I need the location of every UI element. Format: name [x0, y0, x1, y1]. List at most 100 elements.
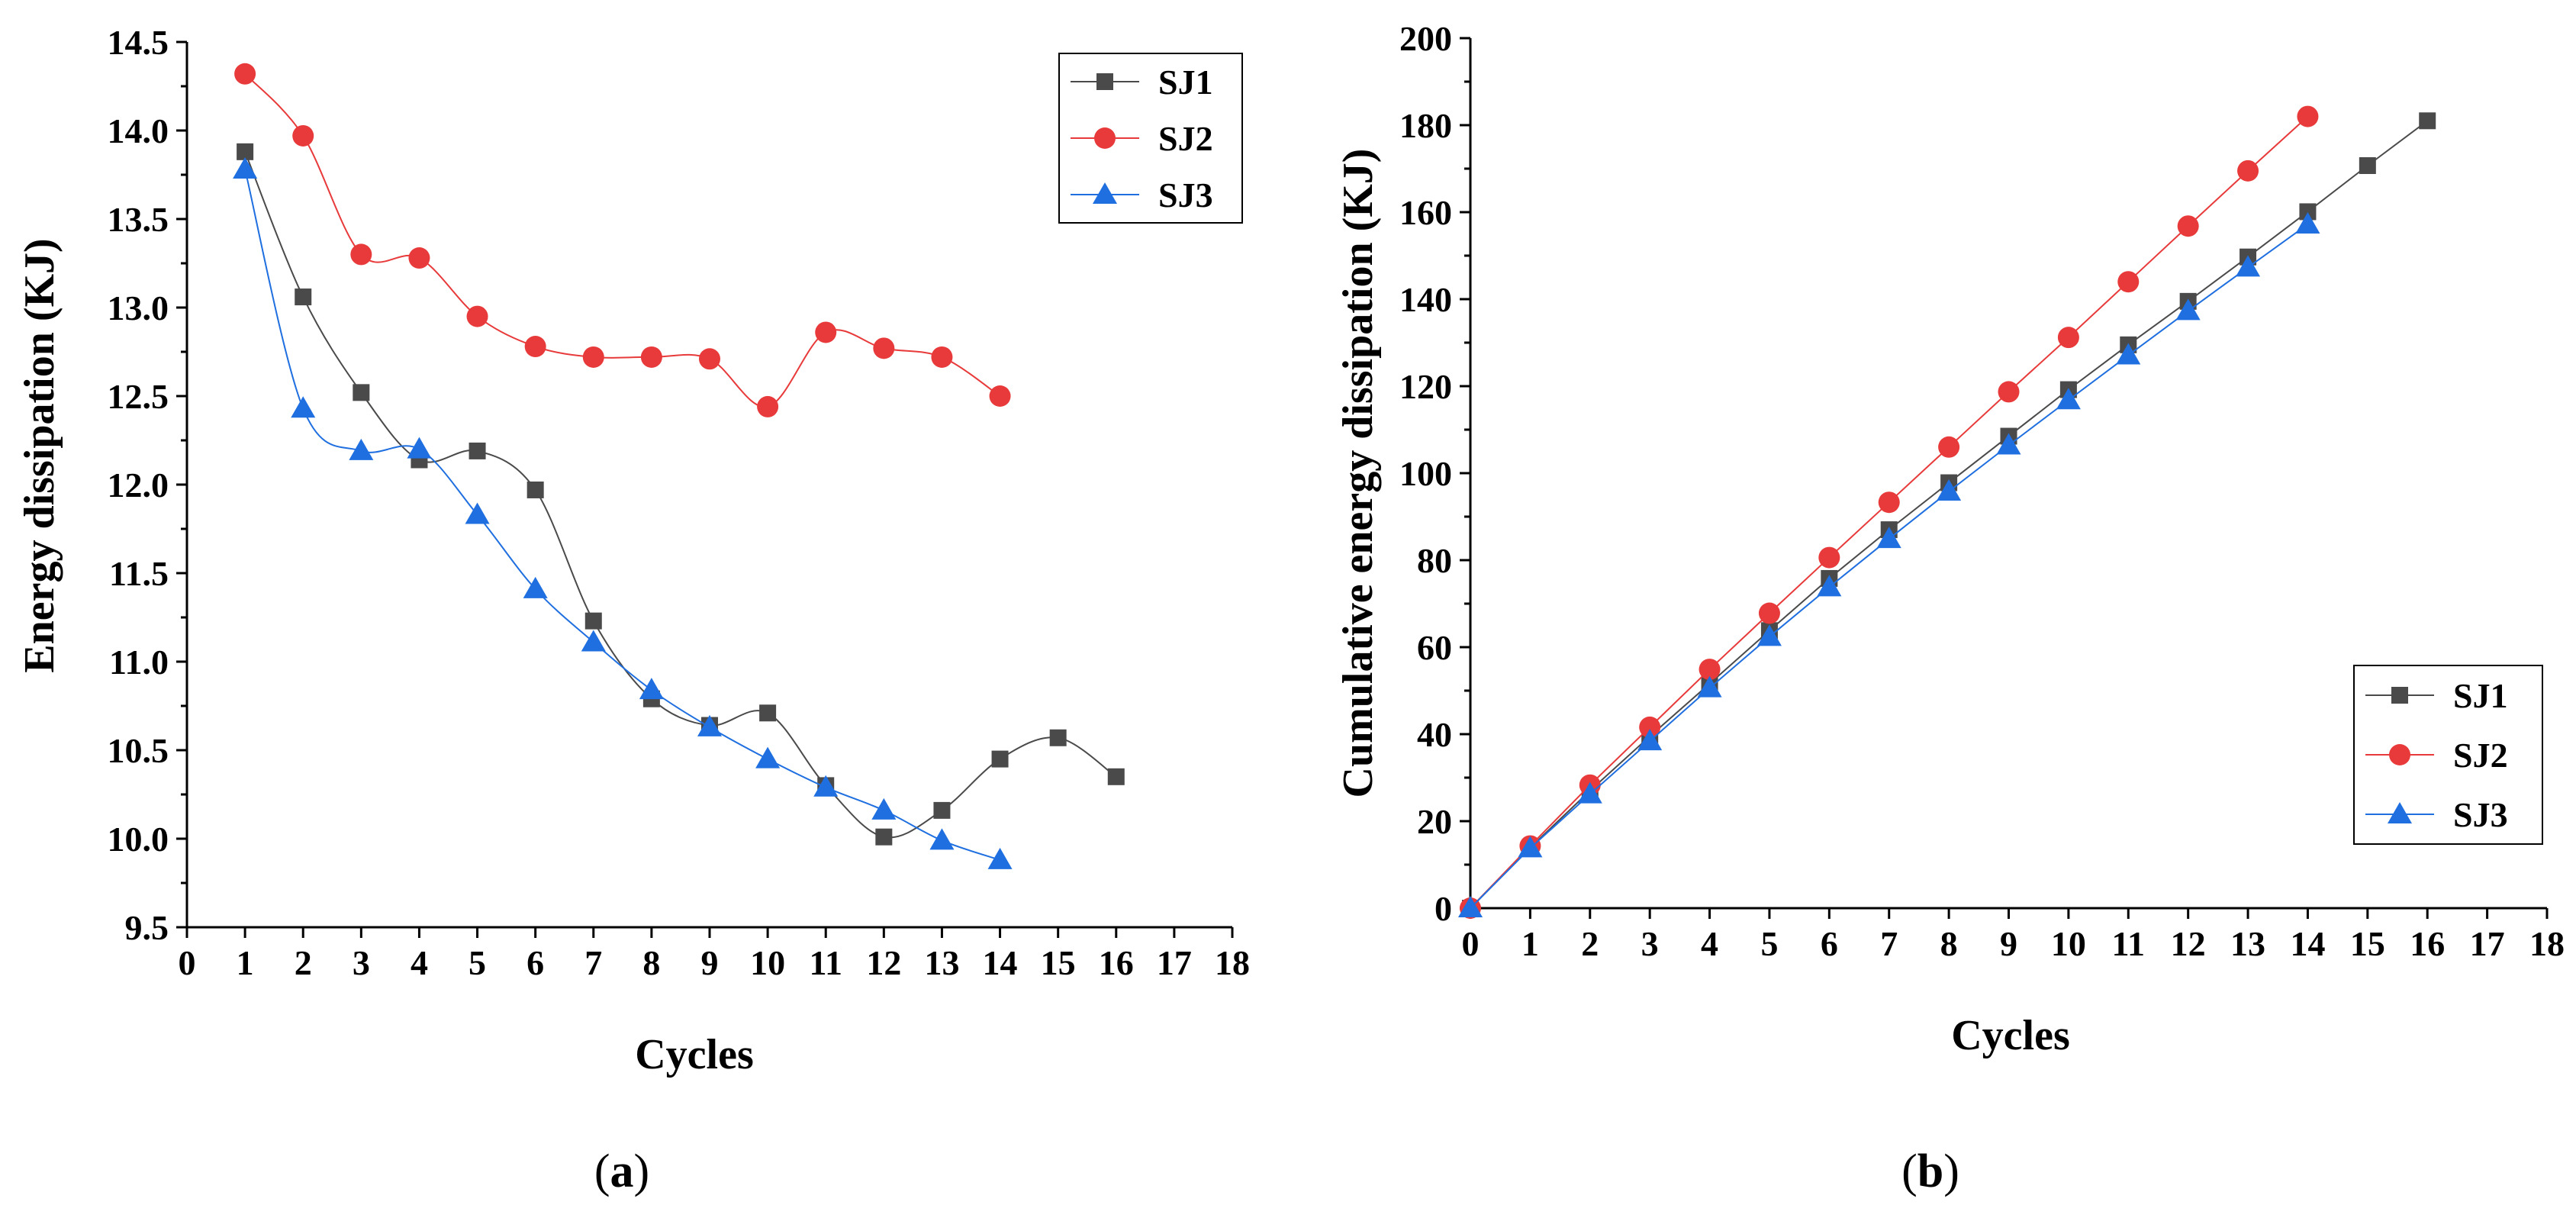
data-point-a-sj2	[524, 336, 546, 358]
chart-a-y-tick-label: 14.5	[108, 23, 169, 62]
chart-a-x-tick-label: 11	[809, 943, 842, 982]
chart-a-x-tick-label: 6	[526, 943, 544, 982]
chart-b-y-tick-label: 140	[1399, 280, 1452, 319]
chart-a-series-group	[233, 63, 1125, 869]
chart-a-y-tick-label: 14.0	[108, 111, 169, 150]
data-point-a-sj3	[523, 576, 548, 598]
legend-marker-b-sj1	[2391, 687, 2408, 704]
chart-b-series-group	[1458, 105, 2436, 919]
data-point-b-sj3	[1996, 433, 2021, 455]
legend-label-a-sj3: SJ3	[1158, 176, 1213, 214]
data-point-a-sj2	[699, 348, 720, 370]
data-point-b-sj3	[1876, 527, 1901, 549]
chart-b-x-tick-label: 15	[2350, 924, 2385, 963]
data-point-b-sj2	[2177, 215, 2199, 237]
data-point-b-sj3	[2236, 255, 2261, 277]
data-point-a-sj2	[234, 63, 256, 85]
chart-a-x-tick-label: 15	[1041, 943, 1076, 982]
chart-b-axes: 0 1 2 3 4 5 6 7 8 9 10 11 12 13 14 15 16 17 18020406080100…	[1399, 19, 2565, 963]
chart-a-x-tick-label: 16	[1099, 943, 1134, 982]
chart-b-x-tick-label: 7	[1880, 924, 1898, 963]
chart-b-x-tick-label: 13	[2230, 924, 2265, 963]
data-point-b-sj3	[1637, 729, 1663, 751]
data-point-a-sj1	[584, 612, 602, 630]
legend-marker-a-sj2	[1094, 127, 1116, 149]
data-point-b-sj2	[2057, 327, 2079, 349]
data-point-a-sj3	[987, 847, 1013, 869]
data-point-a-sj3	[929, 828, 955, 850]
data-point-a-sj1	[526, 481, 544, 498]
data-point-b-sj3	[1757, 624, 1782, 646]
chart-b-x-tick-label: 16	[2410, 924, 2445, 963]
legend-label-a-sj2: SJ2	[1158, 119, 1213, 158]
data-point-a-sj2	[757, 395, 779, 417]
chart-b-y-tick-label: 60	[1417, 628, 1452, 667]
data-point-a-sj2	[931, 346, 953, 368]
chart-a-y-tick-label: 12.5	[108, 377, 169, 416]
chart-a-x-tick-label: 10	[750, 943, 785, 982]
chart-b-x-tick-label: 6	[1821, 924, 1838, 963]
data-point-a-sj3	[639, 678, 664, 700]
series-line-b-sj1	[1470, 120, 2428, 909]
chart-b-y-tick-label: 0	[1435, 889, 1452, 928]
chart-a-y-tick-label: 11.0	[109, 643, 169, 682]
chart-a-y-axis-title: Energy dissipation (KJ)	[16, 238, 63, 672]
data-point-a-sj3	[871, 798, 897, 820]
chart-b-y-tick-label: 40	[1417, 715, 1452, 754]
legend-marker-a-sj3	[1093, 182, 1117, 204]
chart-a-y-tick-label: 10.5	[108, 731, 169, 770]
chart-b-caption-letter: b	[1918, 1146, 1943, 1197]
chart-b-y-tick-label: 100	[1399, 454, 1452, 493]
chart-a-y-tick-label: 10.0	[108, 820, 169, 859]
chart-b-x-tick-label: 4	[1701, 924, 1718, 963]
data-point-b-sj3	[1577, 781, 1602, 804]
chart-b-x-tick-label: 5	[1760, 924, 1778, 963]
data-point-a-sj2	[582, 346, 604, 368]
data-point-a-sj3	[813, 775, 839, 797]
data-point-a-sj3	[407, 437, 432, 459]
data-point-a-sj2	[408, 247, 430, 269]
data-point-a-sj2	[873, 337, 895, 359]
chart-a-legend: SJ1 SJ2 SJ3	[1058, 53, 1243, 224]
chart-b-y-tick-label: 80	[1417, 541, 1452, 580]
legend-label-b-sj3: SJ3	[2453, 795, 2508, 834]
chart-b-x-tick-label: 2	[1581, 924, 1599, 963]
data-point-b-sj3	[2056, 388, 2081, 410]
data-point-b-sj3	[2295, 211, 2320, 234]
legend-marker-a-sj1	[1096, 73, 1113, 90]
chart-b-x-tick-label: 10	[2051, 924, 2086, 963]
chart-a-x-tick-label: 13	[924, 943, 959, 982]
chart-a-y-tick-label: 13.5	[108, 200, 169, 239]
data-point-a-sj1	[1107, 768, 1125, 785]
chart-b-x-tick-label: 0	[1462, 924, 1480, 963]
data-point-a-sj1	[759, 704, 777, 722]
chart-b-x-tick-label: 3	[1641, 924, 1659, 963]
legend-marker-b-sj2	[2389, 744, 2410, 765]
data-point-b-sj3	[1458, 896, 1483, 917]
chart-panel-a: 0 1 2 3 4 5 6 7 8 9 10 11 12 13 14 15 16 17 189.510.010.51…	[16, 23, 1250, 1197]
chart-b-x-tick-label: 11	[2112, 924, 2145, 963]
chart-b-y-axis-title: Cumulative energy dissipation (KJ)	[1335, 149, 1382, 798]
chart-a-x-tick-label: 1	[237, 943, 254, 982]
chart-a-x-tick-label: 14	[983, 943, 1018, 982]
data-point-a-sj1	[353, 384, 370, 401]
chart-a-x-tick-label: 8	[642, 943, 660, 982]
chart-a-x-tick-label: 9	[701, 943, 719, 982]
chart-a-caption: (a)	[594, 1146, 649, 1197]
data-point-b-sj2	[1699, 659, 1721, 681]
legend-label-b-sj2: SJ2	[2453, 736, 2508, 775]
data-point-b-sj2	[2117, 271, 2140, 293]
series-line-a-sj3	[244, 169, 1000, 861]
chart-a-x-tick-label: 7	[584, 943, 602, 982]
data-point-a-sj2	[640, 346, 662, 368]
chart-b-caption: (b)	[1901, 1146, 1959, 1197]
chart-b-x-tick-label: 18	[2529, 924, 2565, 963]
data-point-b-sj2	[1639, 716, 1661, 738]
data-point-b-sj2	[1818, 546, 1840, 569]
data-point-a-sj3	[697, 714, 722, 736]
data-point-a-sj1	[237, 143, 254, 160]
data-point-b-sj2	[1998, 381, 2020, 403]
chart-b-y-tick-label: 200	[1399, 19, 1452, 58]
chart-a-x-axis-title: Cycles	[635, 1031, 754, 1078]
chart-b-y-tick-label: 120	[1399, 367, 1452, 406]
